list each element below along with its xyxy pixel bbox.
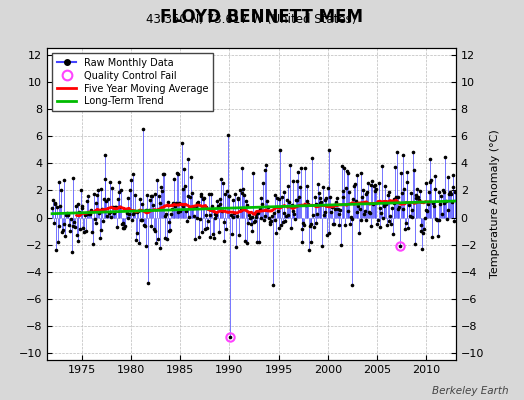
Y-axis label: Temperature Anomaly (°C): Temperature Anomaly (°C) <box>489 130 500 278</box>
Text: Berkeley Earth: Berkeley Earth <box>432 386 508 396</box>
Title: 43.350 N, 73.617 W (United States): 43.350 N, 73.617 W (United States) <box>146 13 357 26</box>
Text: FLOYD BENNETT MEM: FLOYD BENNETT MEM <box>160 8 364 26</box>
Legend: Raw Monthly Data, Quality Control Fail, Five Year Moving Average, Long-Term Tren: Raw Monthly Data, Quality Control Fail, … <box>52 53 213 111</box>
